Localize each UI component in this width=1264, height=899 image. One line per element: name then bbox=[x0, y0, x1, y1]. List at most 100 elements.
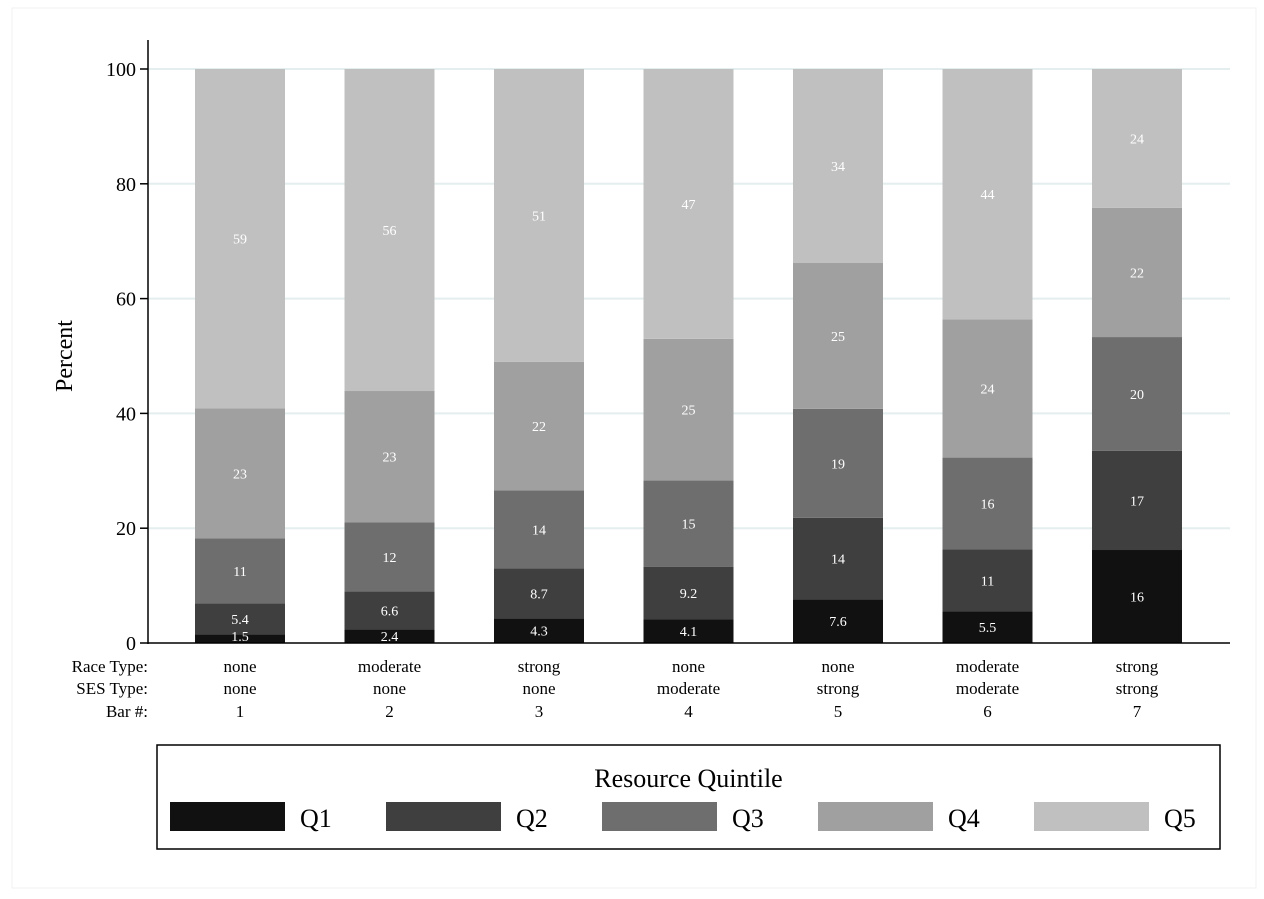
bar-segment-q1 bbox=[494, 618, 584, 643]
data-label: 23 bbox=[383, 451, 397, 466]
bar-segment-q5 bbox=[942, 69, 1033, 320]
bar-segment-q5 bbox=[1092, 69, 1182, 208]
bar-segment-q3 bbox=[942, 457, 1033, 550]
data-label: 34 bbox=[831, 160, 845, 175]
x-tick-label-bar-number: 7 bbox=[1133, 702, 1142, 721]
data-label: 5.5 bbox=[979, 621, 997, 636]
data-label: 8.7 bbox=[530, 587, 548, 602]
data-label: 4.1 bbox=[680, 625, 698, 640]
data-label: 44 bbox=[981, 188, 995, 203]
bar-segment-q3 bbox=[195, 538, 285, 604]
bar-segment-q5 bbox=[494, 69, 584, 362]
bar-segment-q1 bbox=[942, 611, 1033, 643]
y-axis-title: Percent bbox=[52, 320, 78, 392]
x-row-label: Race Type: bbox=[72, 657, 148, 676]
x-tick-label-race: none bbox=[223, 657, 256, 676]
x-tick-label-bar-number: 3 bbox=[535, 702, 544, 721]
legend-label-q5: Q5 bbox=[1164, 804, 1196, 833]
x-tick-label-bar-number: 2 bbox=[385, 702, 394, 721]
legend-swatch-q2 bbox=[386, 802, 501, 831]
data-label: 2.4 bbox=[381, 630, 399, 645]
data-label: 16 bbox=[1130, 591, 1144, 606]
data-label: 17 bbox=[1130, 494, 1144, 509]
bar-segment-q5 bbox=[195, 69, 285, 409]
data-label: 12 bbox=[383, 551, 397, 566]
data-label: 56 bbox=[383, 224, 397, 239]
data-label: 47 bbox=[682, 198, 696, 213]
legend-title: Resource Quintile bbox=[594, 764, 782, 793]
data-label: 22 bbox=[1130, 266, 1144, 281]
x-tick-label-bar-number: 5 bbox=[834, 702, 843, 721]
data-label: 20 bbox=[1130, 388, 1144, 403]
x-tick-label-ses: none bbox=[223, 679, 256, 698]
bar-segment-q4 bbox=[344, 391, 435, 523]
bar-segment-q4 bbox=[1092, 207, 1182, 338]
data-label: 19 bbox=[831, 457, 845, 472]
x-tick-label-race: none bbox=[821, 657, 854, 676]
y-tick-label: 20 bbox=[116, 518, 136, 540]
data-label: 51 bbox=[532, 209, 546, 224]
bar-segment-q5 bbox=[344, 69, 435, 392]
data-label: 4.3 bbox=[530, 625, 548, 640]
bar-segment-q2 bbox=[494, 568, 584, 619]
legend-label-q3: Q3 bbox=[732, 804, 764, 833]
data-label: 1.5 bbox=[231, 630, 249, 645]
legend-label-q4: Q4 bbox=[948, 804, 980, 833]
data-label: 11 bbox=[233, 565, 246, 580]
legend-swatch-q1 bbox=[170, 802, 285, 831]
legend-swatch-q5 bbox=[1034, 802, 1149, 831]
bar-segment-q3 bbox=[1092, 337, 1182, 451]
bar-segment-q3 bbox=[494, 490, 584, 569]
legend-box bbox=[156, 744, 1221, 850]
bar-segment-q2 bbox=[793, 517, 883, 600]
y-tick-label: 60 bbox=[116, 289, 136, 311]
data-label: 24 bbox=[981, 382, 995, 397]
x-tick-label-ses: none bbox=[522, 679, 555, 698]
y-tick-label: 100 bbox=[106, 59, 136, 81]
data-label: 5.4 bbox=[231, 613, 249, 628]
bar-segment-q1 bbox=[1092, 550, 1182, 643]
x-tick-label-race: moderate bbox=[956, 657, 1019, 676]
x-tick-label-ses: strong bbox=[1116, 679, 1159, 698]
data-label: 9.2 bbox=[680, 587, 698, 602]
x-row-label: Bar #: bbox=[106, 702, 148, 721]
legend-label-q2: Q2 bbox=[516, 804, 548, 833]
x-tick-label-bar-number: 4 bbox=[684, 702, 693, 721]
bar-segment-q2 bbox=[195, 603, 285, 635]
y-tick-label: 80 bbox=[116, 174, 136, 196]
bar-segment-q4 bbox=[494, 361, 584, 491]
bar-segment-q3 bbox=[344, 522, 435, 592]
data-label: 25 bbox=[831, 330, 845, 345]
bar-segment-q4 bbox=[793, 263, 883, 409]
data-label: 6.6 bbox=[381, 604, 399, 619]
bar-segment-q3 bbox=[643, 480, 734, 567]
x-tick-label-bar-number: 1 bbox=[236, 702, 245, 721]
data-label: 16 bbox=[981, 498, 995, 513]
x-row-label: SES Type: bbox=[76, 679, 148, 698]
x-tick-label-ses: none bbox=[373, 679, 406, 698]
y-tick-label: 0 bbox=[126, 633, 136, 655]
bar-segment-q3 bbox=[793, 408, 883, 518]
x-tick-label-ses: moderate bbox=[657, 679, 720, 698]
legend-swatch-q4 bbox=[818, 802, 933, 831]
bar-segment-q2 bbox=[344, 591, 435, 630]
x-tick-label-race: strong bbox=[1116, 657, 1159, 676]
x-tick-label-race: none bbox=[672, 657, 705, 676]
bar-segment-q1 bbox=[195, 634, 285, 643]
data-label: 59 bbox=[233, 233, 247, 248]
bar-segment-q1 bbox=[793, 599, 883, 643]
data-label: 14 bbox=[831, 553, 845, 568]
data-label: 11 bbox=[981, 574, 994, 589]
data-label: 7.6 bbox=[829, 615, 847, 630]
x-tick-label-race: strong bbox=[518, 657, 561, 676]
bar-segment-q4 bbox=[195, 408, 285, 539]
outer-frame bbox=[11, 7, 1257, 889]
data-label: 24 bbox=[1130, 132, 1144, 147]
legend-swatch-q3 bbox=[602, 802, 717, 831]
data-label: 15 bbox=[682, 518, 696, 533]
y-tick-label: 40 bbox=[116, 403, 136, 425]
legend-label-q1: Q1 bbox=[300, 804, 332, 833]
data-label: 25 bbox=[682, 404, 696, 419]
bar-segment-q5 bbox=[643, 69, 734, 339]
